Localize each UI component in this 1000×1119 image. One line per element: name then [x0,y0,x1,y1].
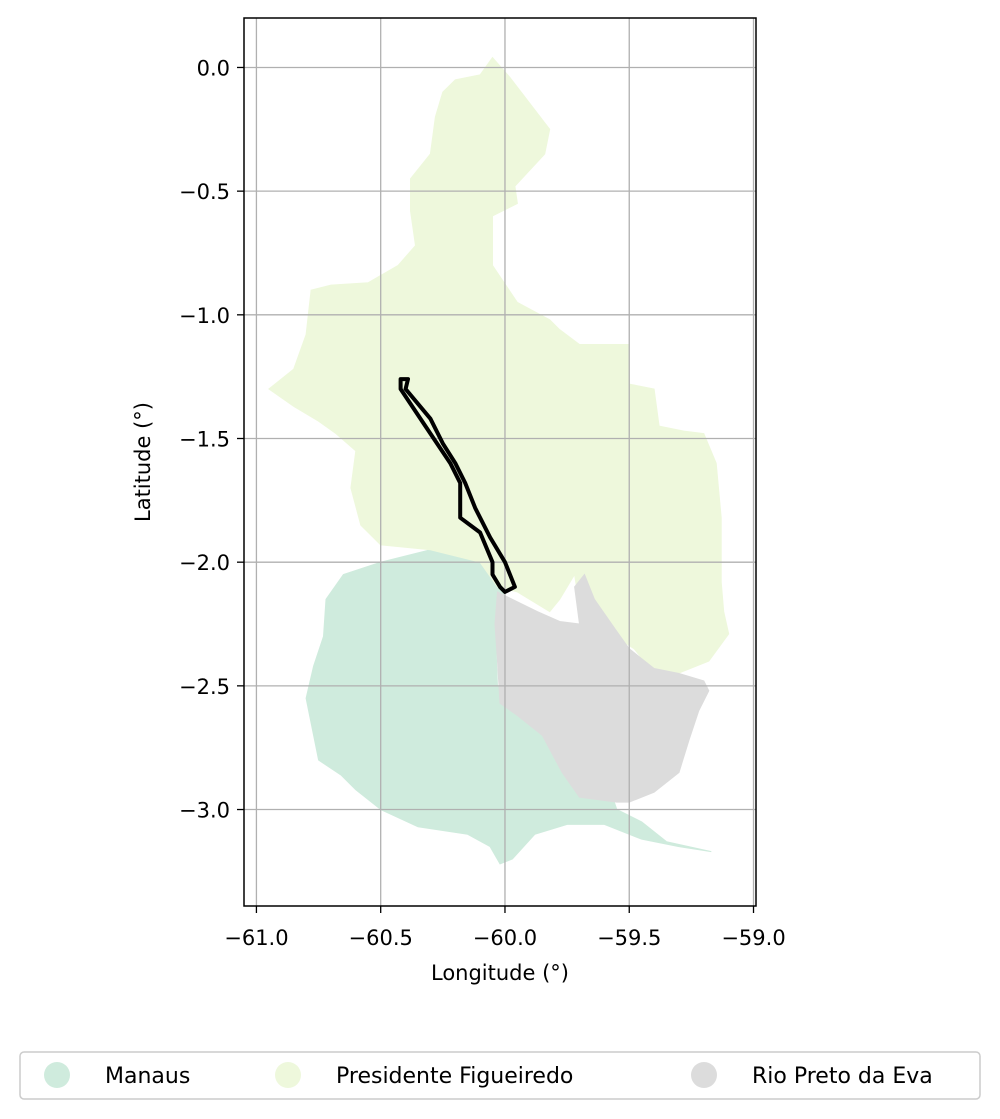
regions-layer [268,56,730,865]
grid-layer [244,18,756,906]
route-layer [398,377,517,594]
x-tick-label: −61.0 [224,926,288,950]
y-tick-label: −2.0 [179,551,230,575]
legend-frame [19,1051,981,1100]
y-tick-label: 0.0 [197,56,230,80]
x-tick-label: −59.0 [721,926,785,950]
legend: Manaus Presidente Figueiredo Rio Preto d… [19,1051,981,1100]
legend-label-presidente-figueiredo: Presidente Figueiredo [336,1064,573,1089]
y-tick-label: −1.5 [179,428,230,452]
legend-item-rio-preto-da-eva: Rio Preto da Eva [691,1062,933,1089]
x-axis-label: Longitude (°) [431,961,569,985]
ticks-layer: −61.0 −60.5 −60.0 −59.5 −59.0 0.0 −0.5 −1.0 −1.5… [179,56,786,950]
legend-marker-manaus [44,1062,70,1088]
legend-marker-rio-preto-da-eva [691,1062,717,1088]
legend-marker-presidente-figueiredo [275,1062,301,1088]
x-tick-label: −59.5 [597,926,661,950]
y-tick-label: −0.5 [179,180,230,204]
legend-label-rio-preto-da-eva: Rio Preto da Eva [752,1064,933,1089]
region-rio-preto-da-eva [494,573,710,803]
x-tick-label: −60.0 [473,926,537,950]
region-presidente-figueireido [268,56,730,677]
route-outline [398,377,517,594]
y-tick-label: −2.5 [179,675,230,699]
legend-item-presidente-figueiredo: Presidente Figueiredo [275,1062,573,1089]
y-tick-label: −3.0 [179,799,230,823]
x-tick-label: −60.5 [349,926,413,950]
legend-label-manaus: Manaus [105,1064,190,1089]
plot-frame [243,17,757,907]
legend-item-manaus: Manaus [44,1062,190,1089]
y-tick-label: −1.0 [179,304,230,328]
y-axis-label: Latitude (°) [131,402,155,522]
